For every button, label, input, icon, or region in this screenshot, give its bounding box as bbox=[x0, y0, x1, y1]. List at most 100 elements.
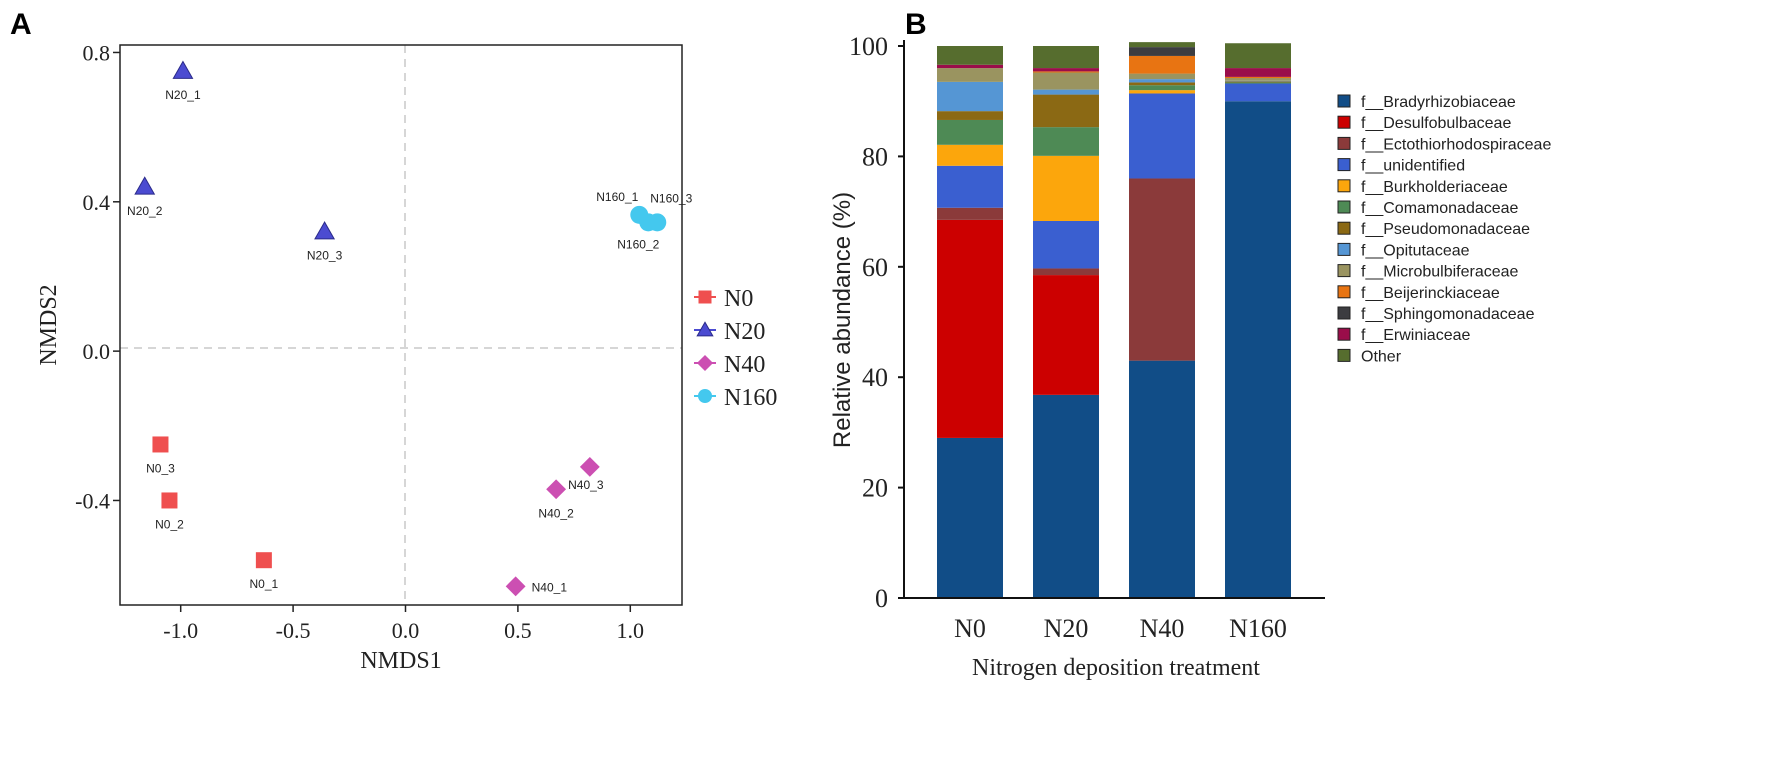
x-tick-label: 0.0 bbox=[392, 618, 420, 643]
y-tick-label: 100 bbox=[849, 32, 888, 61]
x-tick-label: -1.0 bbox=[163, 618, 198, 643]
legend-label-f-pseudomonadaceae: f__Pseudomonadaceae bbox=[1361, 221, 1530, 238]
legend-label-n0: N0 bbox=[724, 286, 753, 312]
point-n0-2 bbox=[161, 492, 178, 509]
bar-segment-n160-f-bradyrhizobiaceae bbox=[1225, 101, 1291, 598]
bar-segment-n20-f-microbulbiferaceae bbox=[1033, 72, 1099, 90]
x-tick-label-n160: N160 bbox=[1229, 614, 1287, 643]
bar-segment-n40-f-opitutaceae bbox=[1129, 79, 1195, 83]
bar-segment-n40-f-pseudomonadaceae bbox=[1129, 82, 1195, 86]
legend-swatch-f-erwiniaceae bbox=[1337, 327, 1351, 341]
legend-swatch-f-beijerinckiaceae bbox=[1337, 285, 1351, 299]
bar-segment-n0-other bbox=[937, 46, 1003, 65]
point-n160-3 bbox=[648, 213, 667, 232]
x-axis-label: Nitrogen deposition treatment bbox=[972, 655, 1260, 681]
legend-swatch-f-unidentified bbox=[1337, 158, 1351, 172]
bar-segment-n20-f-erwiniaceae bbox=[1033, 68, 1099, 72]
bar-segment-n0-f-erwiniaceae bbox=[937, 64, 1003, 69]
y-axis-label: NMDS2 bbox=[36, 284, 62, 365]
bar-segment-n160-f-opitutaceae bbox=[1225, 80, 1291, 82]
bar-segment-n160-f-pseudomonadaceae bbox=[1225, 81, 1291, 83]
legend-label-f-bradyrhizobiaceae: f__Bradyrhizobiaceae bbox=[1361, 94, 1516, 111]
legend-label-f-unidentified: f__unidentified bbox=[1361, 158, 1465, 175]
x-tick-label: -0.5 bbox=[276, 618, 311, 643]
y-axis-ticks: 0 20 40 60 80 100 bbox=[849, 32, 904, 613]
bar-segment-n40-other bbox=[1129, 42, 1195, 48]
y-tick-label: 0.8 bbox=[83, 40, 111, 65]
y-tick-label: 20 bbox=[862, 474, 888, 503]
bar-segment-n40-f-bradyrhizobiaceae bbox=[1129, 360, 1195, 598]
y-tick-label: 80 bbox=[862, 142, 888, 171]
point-label-n40-1: N40_1 bbox=[532, 580, 568, 594]
legend-label-f-ectothiorhodospiraceae: f__Ectothiorhodospiraceae bbox=[1361, 136, 1551, 153]
bar-segment-n40-f-comamonadaceae bbox=[1129, 85, 1195, 91]
legend-swatch-f-sphingomonadaceae bbox=[1337, 306, 1351, 320]
legend-swatch-f-comamonadaceae bbox=[1337, 200, 1351, 214]
legend-label-n40: N40 bbox=[724, 352, 765, 378]
x-axis-ticks: -1.0 -0.5 0.0 0.5 1.0 bbox=[163, 605, 644, 643]
legend-marker-n0 bbox=[698, 290, 712, 304]
bar-segment-n40-f-microbulbiferaceae bbox=[1129, 73, 1195, 80]
bar-segment-n0-f-desulfobulbaceae bbox=[937, 219, 1003, 438]
point-label-n20-3: N20_3 bbox=[307, 249, 343, 263]
x-axis-ticks: N0 N20 N40 N160 bbox=[954, 614, 1287, 643]
point-label-n0-2: N0_2 bbox=[155, 517, 184, 531]
point-label-n160-2: N160_2 bbox=[617, 237, 659, 251]
bar-segment-n40-f-sphingomonadaceae bbox=[1129, 47, 1195, 56]
bar-segment-n20-f-burkholderiaceae bbox=[1033, 155, 1099, 221]
bar-segment-n20-f-ectothiorhodospiraceae bbox=[1033, 268, 1099, 276]
x-tick-label-n20: N20 bbox=[1044, 614, 1089, 643]
legend-label-n160: N160 bbox=[724, 385, 777, 411]
bar-segment-n20-f-desulfobulbaceae bbox=[1033, 275, 1099, 395]
bar-segment-n0-f-comamonadaceae bbox=[937, 119, 1003, 145]
bar-segment-n40-f-beijerinckiaceae bbox=[1129, 55, 1195, 74]
legend-swatch-f-microbulbiferaceae bbox=[1337, 264, 1351, 278]
legend-label-f-desulfobulbaceae: f__Desulfobulbaceae bbox=[1361, 115, 1511, 132]
legend-label-other: Other bbox=[1361, 348, 1402, 365]
legend-marker-n160 bbox=[698, 389, 712, 403]
y-tick-label: 0 bbox=[875, 584, 888, 613]
point-n40-1 bbox=[505, 576, 526, 597]
point-label-n20-2: N20_2 bbox=[127, 204, 163, 218]
y-tick-label: 0.0 bbox=[83, 339, 111, 364]
point-n20-3 bbox=[314, 221, 336, 240]
panel-b-label: B bbox=[905, 8, 927, 41]
legend-swatch-f-ectothiorhodospiraceae bbox=[1337, 136, 1351, 150]
point-n20-2 bbox=[134, 176, 156, 195]
y-tick-label: 40 bbox=[862, 363, 888, 392]
bar-segment-n40-f-unidentified bbox=[1129, 93, 1195, 179]
legend-swatch-f-bradyrhizobiaceae bbox=[1337, 94, 1351, 108]
bar-segment-n0-f-unidentified bbox=[937, 165, 1003, 208]
bars bbox=[937, 42, 1291, 598]
bar-segment-n20-f-comamonadaceae bbox=[1033, 127, 1099, 156]
y-axis-ticks: -0.4 0.0 0.4 0.8 bbox=[75, 40, 120, 513]
legend-label-f-burkholderiaceae: f__Burkholderiaceae bbox=[1361, 179, 1508, 196]
legend-label-f-erwiniaceae: f__Erwiniaceae bbox=[1361, 327, 1471, 344]
bar-segment-n160-f-microbulbiferaceae bbox=[1225, 78, 1291, 81]
point-n0-3 bbox=[152, 436, 169, 453]
bar-segment-n40-f-ectothiorhodospiraceae bbox=[1129, 178, 1195, 361]
stacked-bar-chart: 0 20 40 60 80 100 N0 N20 N40 N160 Nitrogen depos… bbox=[829, 32, 1551, 681]
bar-segment-n20-f-beijerinckiaceae bbox=[1033, 71, 1099, 73]
point-label-n20-1: N20_1 bbox=[165, 88, 201, 102]
bar-segment-n20-f-pseudomonadaceae bbox=[1033, 94, 1099, 128]
point-n40-3 bbox=[579, 456, 600, 477]
panel-a-label: A bbox=[10, 8, 32, 41]
bar-segment-n160-f-beijerinckiaceae bbox=[1225, 76, 1291, 79]
x-tick-label: 0.5 bbox=[504, 618, 532, 643]
point-label-n0-3: N0_3 bbox=[146, 461, 175, 475]
point-label-n40-3: N40_3 bbox=[568, 478, 604, 492]
bar-segment-n20-other bbox=[1033, 46, 1099, 69]
y-axis-label: Relative abundance (%) bbox=[829, 192, 856, 448]
point-n0-1 bbox=[255, 552, 272, 569]
scatter-points: N0_1 N0_2 N0_3 N20_1 N20_2 N20_3 N40_1 N40_2 N40… bbox=[127, 60, 693, 597]
legend-label-f-beijerinckiaceae: f__Beijerinckiaceae bbox=[1361, 285, 1500, 302]
x-tick-label-n0: N0 bbox=[954, 614, 986, 643]
bar-segment-n20-f-bradyrhizobiaceae bbox=[1033, 394, 1099, 598]
legend-label-f-opitutaceae: f__Opitutaceae bbox=[1361, 242, 1470, 259]
bar-segment-n0-f-opitutaceae bbox=[937, 81, 1003, 112]
bar-segment-n0-f-burkholderiaceae bbox=[937, 144, 1003, 166]
point-n20-1 bbox=[172, 60, 194, 79]
legend-label-f-sphingomonadaceae: f__Sphingomonadaceae bbox=[1361, 306, 1535, 323]
y-tick-label: 60 bbox=[862, 253, 888, 282]
